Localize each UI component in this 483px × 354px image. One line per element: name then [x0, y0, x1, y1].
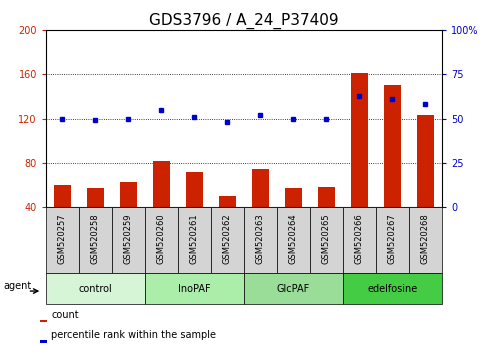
Bar — [120, 182, 137, 207]
Text: control: control — [79, 284, 112, 293]
Bar — [318, 187, 335, 207]
Bar — [244, 207, 277, 273]
Bar — [40, 340, 47, 343]
Text: GSM520263: GSM520263 — [256, 213, 265, 264]
Bar — [79, 207, 112, 273]
Bar — [384, 85, 401, 207]
Bar — [112, 207, 145, 273]
Bar — [46, 207, 79, 273]
Bar — [186, 172, 203, 207]
Text: GSM520259: GSM520259 — [124, 213, 133, 264]
Bar — [54, 185, 71, 207]
Text: GSM520264: GSM520264 — [289, 213, 298, 264]
Bar — [145, 207, 178, 273]
Bar — [351, 73, 368, 207]
Text: count: count — [51, 310, 79, 320]
Bar — [409, 207, 442, 273]
Bar — [285, 188, 302, 207]
Text: GSM520265: GSM520265 — [322, 213, 331, 264]
Bar — [417, 115, 434, 207]
Text: edelfosine: edelfosine — [367, 284, 418, 293]
Bar — [244, 273, 343, 304]
Text: GlcPAF: GlcPAF — [277, 284, 310, 293]
Text: GSM520257: GSM520257 — [58, 213, 67, 264]
Text: GSM520258: GSM520258 — [91, 213, 100, 264]
Text: percentile rank within the sample: percentile rank within the sample — [51, 330, 216, 341]
Bar — [343, 207, 376, 273]
Text: GSM520261: GSM520261 — [190, 213, 199, 264]
Text: GSM520260: GSM520260 — [157, 213, 166, 264]
Bar — [343, 273, 442, 304]
Text: agent: agent — [4, 281, 32, 291]
Title: GDS3796 / A_24_P37409: GDS3796 / A_24_P37409 — [149, 12, 339, 29]
Bar — [46, 273, 145, 304]
Text: GSM520262: GSM520262 — [223, 213, 232, 264]
Bar — [211, 207, 244, 273]
Bar — [310, 207, 343, 273]
Bar — [40, 320, 47, 322]
Bar — [145, 273, 244, 304]
Text: GSM520267: GSM520267 — [388, 213, 397, 264]
Bar — [87, 188, 104, 207]
Bar — [219, 196, 236, 207]
Bar — [153, 161, 170, 207]
Bar — [376, 207, 409, 273]
Bar — [252, 170, 269, 207]
Text: GSM520266: GSM520266 — [355, 213, 364, 264]
Bar — [277, 207, 310, 273]
Bar — [178, 207, 211, 273]
Text: GSM520268: GSM520268 — [421, 213, 430, 264]
Text: InoPAF: InoPAF — [178, 284, 211, 293]
